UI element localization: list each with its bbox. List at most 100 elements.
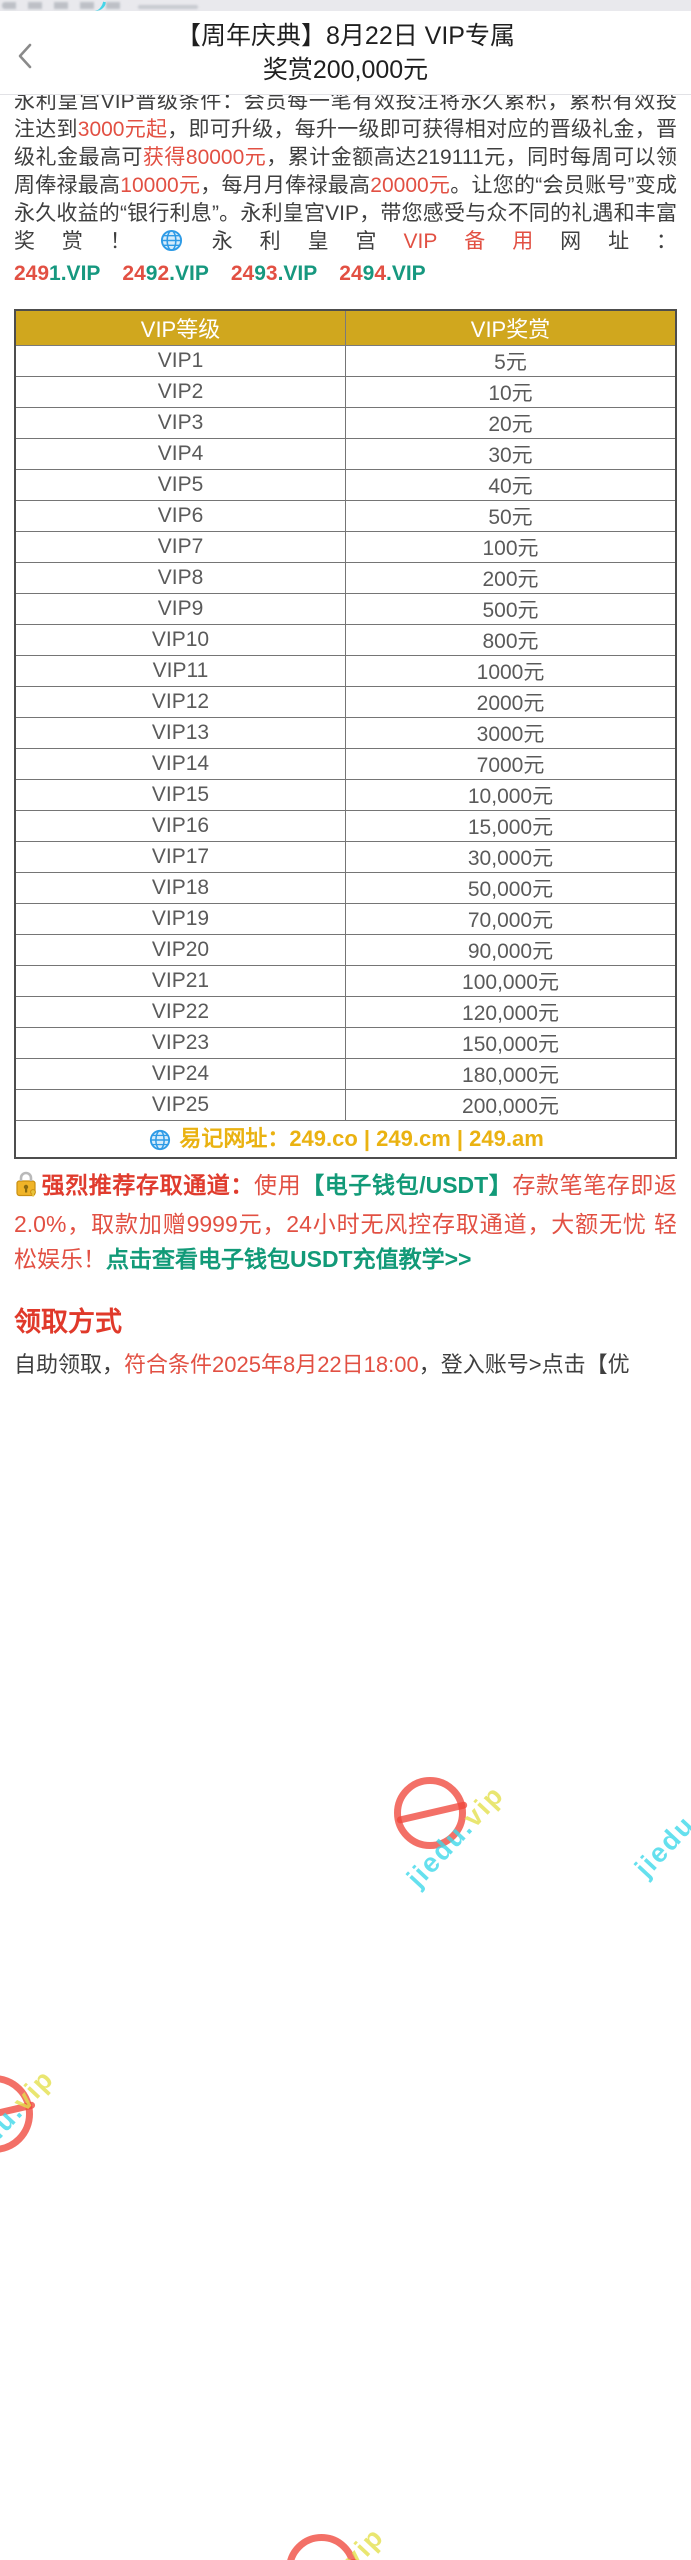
backup-url-list: 2491.VIP 2492.VIP 2493.VIP 2494.VIP — [14, 262, 448, 285]
intro-paragraph: 永利皇宫VIP晋级条件：会员每一笔有效投注将永久累积，累积有效投注达到3000元… — [14, 88, 677, 288]
vip-level-cell: VIP16 — [14, 810, 346, 842]
backup-url-link[interactable]: 2492.VIP — [122, 262, 209, 285]
vip-level-cell: VIP24 — [14, 1058, 346, 1090]
column-header-vip-level: VIP等级 — [14, 309, 346, 346]
vip-table-row: VIP16 15,000元 — [14, 810, 677, 842]
vip-table-row: VIP9 500元 — [14, 593, 677, 625]
page-header: 【周年庆典】8月22日 VIP专属 奖赏200,000元 — [0, 11, 691, 95]
backup-url-link[interactable]: 2491.VIP — [14, 262, 101, 285]
vip-table-row: VIP25 200,000元 — [14, 1089, 677, 1121]
globe-icon — [160, 229, 183, 260]
vip-level-cell: VIP20 — [14, 934, 346, 966]
vip-table-row: VIP22 120,000元 — [14, 996, 677, 1028]
page-title: 【周年庆典】8月22日 VIP专属 奖赏200,000元 — [0, 19, 691, 87]
vip-level-cell: VIP4 — [14, 438, 346, 470]
vip-level-cell: VIP12 — [14, 686, 346, 718]
vip-level-cell: VIP23 — [14, 1027, 346, 1059]
vip-table-row: VIP17 30,000元 — [14, 841, 677, 873]
vip-table-row: VIP7 100元 — [14, 531, 677, 563]
vip-reward-cell: 800元 — [345, 624, 677, 656]
chevron-left-icon — [18, 43, 32, 69]
backup-url-label: 永利皇宫VIP备用网址： — [184, 230, 678, 253]
vip-table-row: VIP18 50,000元 — [14, 872, 677, 904]
artifact-smudge — [2, 2, 130, 9]
vip-reward-cell: 30,000元 — [345, 841, 677, 873]
backup-url-link[interactable]: 2494.VIP — [339, 262, 426, 285]
vip-table-row: VIP10 800元 — [14, 624, 677, 656]
vip-reward-cell: 70,000元 — [345, 903, 677, 935]
vip-table-row: VIP13 3000元 — [14, 717, 677, 749]
intro-text: 永利皇宫VIP晋级条件：会员每一笔有效投注将永久累积，累积有效投注达到3000元… — [14, 90, 678, 253]
deposit-promo: 强烈推荐存取通道：使用【电子钱包/USDT】存款笔笔存即返2.0%，取款加赠99… — [14, 1168, 677, 1277]
vip-reward-cell: 150,000元 — [345, 1027, 677, 1059]
vip-reward-cell: 120,000元 — [345, 996, 677, 1028]
column-header-vip-reward: VIP奖赏 — [345, 309, 677, 346]
deposit-promo-text: 强烈推荐存取通道：使用【电子钱包/USDT】存款笔笔存即返2.0%，取款加赠99… — [14, 1172, 678, 1272]
vip-level-cell: VIP3 — [14, 407, 346, 439]
vip-table-row: VIP3 20元 — [14, 407, 677, 439]
vip-reward-cell: 15,000元 — [345, 810, 677, 842]
vip-level-cell: VIP10 — [14, 624, 346, 656]
vip-reward-cell: 50,000元 — [345, 872, 677, 904]
vip-reward-cell: 10,000元 — [345, 779, 677, 811]
vip-table-row: VIP24 180,000元 — [14, 1058, 677, 1090]
vip-table-row: VIP19 70,000元 — [14, 903, 677, 935]
vip-table-row: VIP5 40元 — [14, 469, 677, 501]
vip-level-cell: VIP7 — [14, 531, 346, 563]
vip-level-cell: VIP21 — [14, 965, 346, 997]
vip-promo-page: { "header": { "title_line1": "【周年庆典】8月22… — [0, 0, 691, 1280]
vip-table-row: VIP2 10元 — [14, 376, 677, 408]
vip-level-cell: VIP1 — [14, 345, 346, 377]
table-header-row: VIP等级 VIP奖赏 — [14, 309, 677, 346]
backup-url-link[interactable]: 2493.VIP — [230, 262, 318, 285]
usdt-tutorial-link[interactable]: 点击查看电子钱包USDT充值教学>> — [106, 1246, 472, 1272]
vip-level-cell: VIP15 — [14, 779, 346, 811]
vip-reward-cell: 3000元 — [345, 717, 677, 749]
vip-reward-table: VIP等级 VIP奖赏 VIP1 5元 VIP2 10元 VIP3 20元 — [14, 309, 677, 1159]
vip-table-row: VIP11 1000元 — [14, 655, 677, 687]
page-title-line2: 奖赏200,000元 — [262, 56, 429, 84]
claim-method-heading: 领取方式 — [14, 1307, 122, 1337]
vip-table-row: VIP21 100,000元 — [14, 965, 677, 997]
lock-icon — [14, 1171, 38, 1207]
vip-table-row: VIP23 150,000元 — [14, 1027, 677, 1059]
back-button[interactable] — [16, 39, 44, 73]
vip-level-cell: VIP13 — [14, 717, 346, 749]
vip-level-cell: VIP8 — [14, 562, 346, 594]
artifact-smudge — [138, 5, 198, 9]
vip-reward-cell: 20元 — [345, 407, 677, 439]
vip-table-row: VIP20 90,000元 — [14, 934, 677, 966]
vip-reward-cell: 40元 — [345, 469, 677, 501]
vip-reward-cell: 500元 — [345, 593, 677, 625]
vip-reward-cell: 180,000元 — [345, 1058, 677, 1090]
vip-reward-cell: 90,000元 — [345, 934, 677, 966]
vip-level-cell: VIP18 — [14, 872, 346, 904]
memorable-url-text: 易记网址：249.co | 249.cm | 249.am — [179, 1126, 544, 1151]
vip-table-row: VIP12 2000元 — [14, 686, 677, 718]
vip-level-cell: VIP2 — [14, 376, 346, 408]
vip-reward-cell: 50元 — [345, 500, 677, 532]
vip-level-cell: VIP19 — [14, 903, 346, 935]
vip-table-row: VIP14 7000元 — [14, 748, 677, 780]
vip-reward-cell: 2000元 — [345, 686, 677, 718]
table-footer-row: 易记网址：249.co | 249.cm | 249.am — [14, 1120, 677, 1159]
vip-table-row: VIP8 200元 — [14, 562, 677, 594]
vip-reward-cell: 5元 — [345, 345, 677, 377]
vip-table-row: VIP4 30元 — [14, 438, 677, 470]
vip-table-row: VIP1 5元 — [14, 345, 677, 377]
vip-reward-cell: 7000元 — [345, 748, 677, 780]
vip-reward-cell: 100,000元 — [345, 965, 677, 997]
vip-reward-cell: 200元 — [345, 562, 677, 594]
vip-level-cell: VIP17 — [14, 841, 346, 873]
vip-reward-cell: 10元 — [345, 376, 677, 408]
vip-level-cell: VIP9 — [14, 593, 346, 625]
globe-icon — [149, 1129, 171, 1157]
page-body: 永利皇宫VIP晋级条件：会员每一笔有效投注将永久累积，累积有效投注达到3000元… — [0, 88, 691, 1381]
vip-level-cell: VIP25 — [14, 1089, 346, 1121]
vip-reward-cell: 1000元 — [345, 655, 677, 687]
vip-level-cell: VIP5 — [14, 469, 346, 501]
vip-reward-cell: 100元 — [345, 531, 677, 563]
screenshot-artifact-strip — [0, 0, 691, 11]
vip-level-cell: VIP14 — [14, 748, 346, 780]
vip-level-cell: VIP6 — [14, 500, 346, 532]
